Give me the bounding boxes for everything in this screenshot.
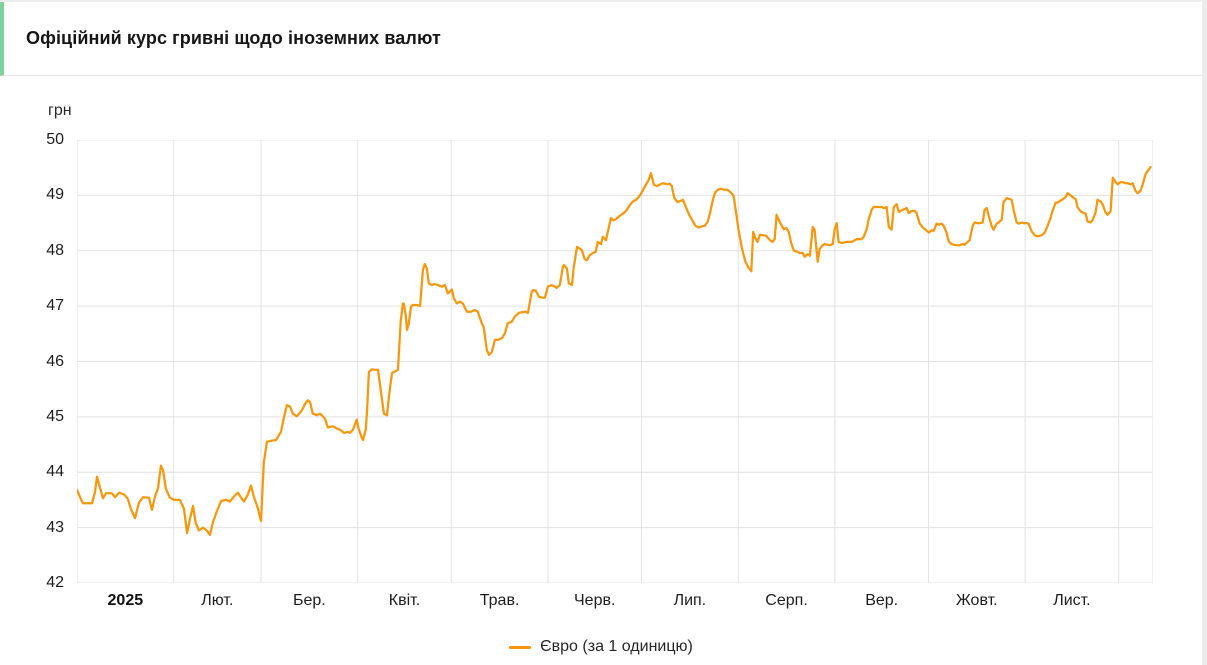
y-axis-tick-label: 43 <box>46 518 64 536</box>
rate-chart-plot[interactable] <box>77 140 1153 583</box>
euro-rate-line <box>77 165 1152 536</box>
x-axis-month-label: Трав. <box>479 592 520 609</box>
page-title: Офіційний курс гривні щодо іноземних вал… <box>26 28 441 48</box>
x-axis-month-label: Серп. <box>765 592 808 609</box>
x-axis-month-label: Вер. <box>865 592 899 609</box>
y-axis-tick-label: 46 <box>46 352 64 370</box>
x-axis-month-label: Лют. <box>201 592 234 609</box>
legend-label[interactable]: Євро (за 1 одиницю) <box>540 638 693 655</box>
y-axis-tick-label: 45 <box>46 407 64 425</box>
x-axis-month-label: Квіт. <box>388 592 421 609</box>
y-axis-tick-label: 42 <box>46 574 64 591</box>
y-axis-tick-label: 44 <box>46 463 64 481</box>
x-axis-month-label: Лип. <box>673 592 707 609</box>
y-axis-tick-label: 47 <box>46 297 64 315</box>
gridlines <box>77 140 1153 583</box>
x-axis-month-label: Черв. <box>574 592 616 609</box>
y-axis-unit-label: грн <box>48 102 72 119</box>
x-axis-year-label: 2025 <box>107 592 144 609</box>
x-axis-month-label: Лист. <box>1053 592 1091 609</box>
y-axis-tick-label: 50 <box>46 131 64 148</box>
x-axis-month-label: Жовт. <box>955 592 998 609</box>
panel-header: Офіційний курс гривні щодо іноземних вал… <box>0 2 1202 76</box>
y-axis-tick-label: 48 <box>46 241 64 259</box>
legend: Євро (за 1 одиницю) <box>0 634 1202 660</box>
y-axis-tick-label: 49 <box>46 186 64 204</box>
legend-line-icon[interactable] <box>509 645 532 649</box>
x-axis-month-label: Бер. <box>292 592 326 609</box>
